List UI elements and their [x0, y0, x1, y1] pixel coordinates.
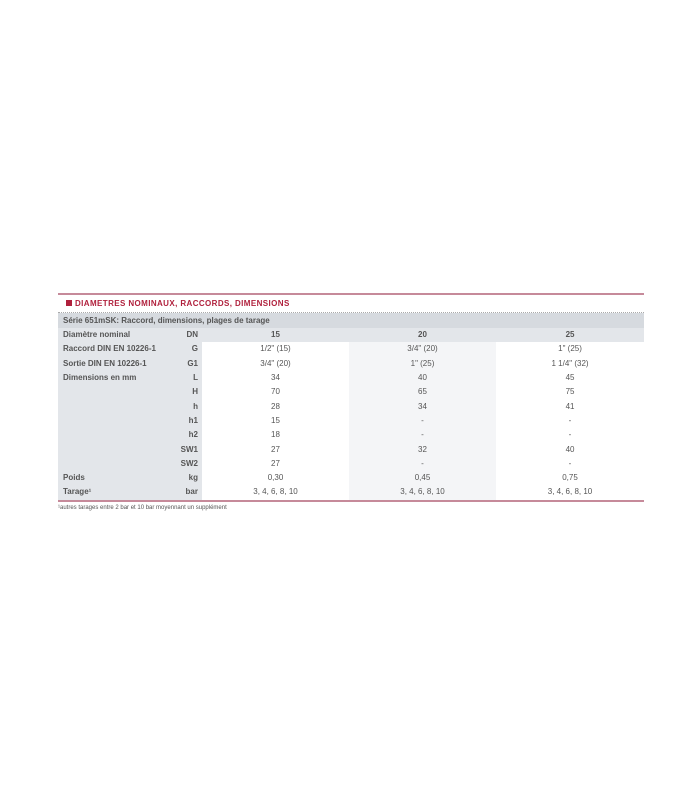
- square-bullet-icon: [66, 300, 72, 306]
- row-unit: h: [163, 399, 202, 414]
- row-unit: H: [163, 385, 202, 400]
- row-label: [58, 399, 163, 414]
- row-label: [58, 456, 163, 471]
- table-row: H 70 65 75: [58, 385, 645, 400]
- cell-dn25: -: [496, 456, 645, 471]
- cell-dn15: 27: [202, 456, 349, 471]
- cell-dn25: 40: [496, 442, 645, 457]
- cell-dn20: -: [349, 456, 496, 471]
- series-title: Série 651mSK: Raccord, dimensions, plage…: [58, 313, 645, 328]
- table-row: SW1 27 32 40: [58, 442, 645, 457]
- row-label: [58, 413, 163, 429]
- column-header-15: 15: [202, 328, 349, 343]
- row-unit: SW1: [163, 442, 202, 457]
- column-header-unit: DN: [163, 328, 202, 343]
- cell-dn20: 0,45: [349, 470, 496, 486]
- column-header-20: 20: [349, 328, 496, 343]
- section-heading-text: DIAMETRES NOMINAUX, RACCORDS, DIMENSIONS: [75, 299, 290, 308]
- cell-dn15: 70: [202, 385, 349, 400]
- row-unit: bar: [163, 485, 202, 500]
- column-header-row: Diamètre nominal DN 15 20 25: [58, 328, 645, 343]
- cell-dn20: -: [349, 428, 496, 443]
- bottom-divider: [58, 499, 644, 502]
- table-row: Raccord DIN EN 10226-1 G 1/2" (15) 3/4" (20…: [58, 342, 645, 357]
- cell-dn15: 15: [202, 413, 349, 429]
- cell-dn15: 18: [202, 428, 349, 443]
- cell-dn20: 1" (25): [349, 356, 496, 371]
- table-row: Dimensions en mm L 34 40 45: [58, 370, 645, 386]
- row-unit: L: [163, 370, 202, 386]
- spec-table: Série 651mSK: Raccord, dimensions, plage…: [58, 313, 645, 500]
- cell-dn25: 1" (25): [496, 342, 645, 357]
- row-unit: G1: [163, 356, 202, 371]
- table-row: SW2 27- -: [58, 456, 645, 471]
- row-label: [58, 442, 163, 457]
- cell-dn25: 75: [496, 385, 645, 400]
- cell-dn25: -: [496, 428, 645, 443]
- cell-dn25: 0,75: [496, 470, 645, 486]
- row-label: [58, 428, 163, 443]
- cell-dn20: 32: [349, 442, 496, 457]
- cell-dn25: 1 1/4" (32): [496, 356, 645, 371]
- row-label: Dimensions en mm: [58, 370, 163, 386]
- row-label: Tarage¹: [58, 485, 163, 500]
- table-row: Sortie DIN EN 10226-1 G1 3/4" (20) 1" (25) 1…: [58, 356, 645, 371]
- column-header-25: 25: [496, 328, 645, 343]
- row-unit: G: [163, 342, 202, 357]
- column-header-label: Diamètre nominal: [58, 328, 163, 343]
- dotted-divider: [58, 312, 644, 313]
- cell-dn20: 65: [349, 385, 496, 400]
- cell-dn25: 45: [496, 370, 645, 386]
- footnote: ¹autres tarages entre 2 bar et 10 bar mo…: [58, 504, 227, 511]
- table-row: h 28 34 41: [58, 399, 645, 414]
- cell-dn15: 34: [202, 370, 349, 386]
- table-row: Tarage¹ bar 3, 4, 6, 8, 10 3, 4, 6, 8, 10 3,…: [58, 485, 645, 500]
- row-unit: h2: [163, 428, 202, 443]
- row-label: Poids: [58, 470, 163, 486]
- table-row: h2 18- -: [58, 428, 645, 443]
- cell-dn20: -: [349, 413, 496, 429]
- spec-section: DIAMETRES NOMINAUX, RACCORDS, DIMENSIONS…: [58, 293, 645, 511]
- row-label: Raccord DIN EN 10226-1: [58, 342, 163, 357]
- row-label: [58, 385, 163, 400]
- cell-dn20: 40: [349, 370, 496, 386]
- table-row: h1 15- -: [58, 413, 645, 429]
- series-header-row: Série 651mSK: Raccord, dimensions, plage…: [58, 313, 645, 328]
- row-unit: h1: [163, 413, 202, 429]
- cell-dn15: 28: [202, 399, 349, 414]
- row-label: Sortie DIN EN 10226-1: [58, 356, 163, 371]
- cell-dn15: 27: [202, 442, 349, 457]
- table-row: Poids kg 0,30 0,45 0,75: [58, 470, 645, 486]
- cell-dn15: 3/4" (20): [202, 356, 349, 371]
- section-heading: DIAMETRES NOMINAUX, RACCORDS, DIMENSIONS: [58, 295, 644, 312]
- row-unit: kg: [163, 470, 202, 486]
- top-divider: [58, 293, 644, 295]
- cell-dn25: -: [496, 413, 645, 429]
- cell-dn20: 3, 4, 6, 8, 10: [349, 485, 496, 500]
- cell-dn15: 0,30: [202, 470, 349, 486]
- cell-dn25: 41: [496, 399, 645, 414]
- cell-dn20: 34: [349, 399, 496, 414]
- cell-dn25: 3, 4, 6, 8, 10: [496, 485, 645, 500]
- cell-dn20: 3/4" (20): [349, 342, 496, 357]
- cell-dn15: 3, 4, 6, 8, 10: [202, 485, 349, 500]
- row-unit: SW2: [163, 456, 202, 471]
- cell-dn15: 1/2" (15): [202, 342, 349, 357]
